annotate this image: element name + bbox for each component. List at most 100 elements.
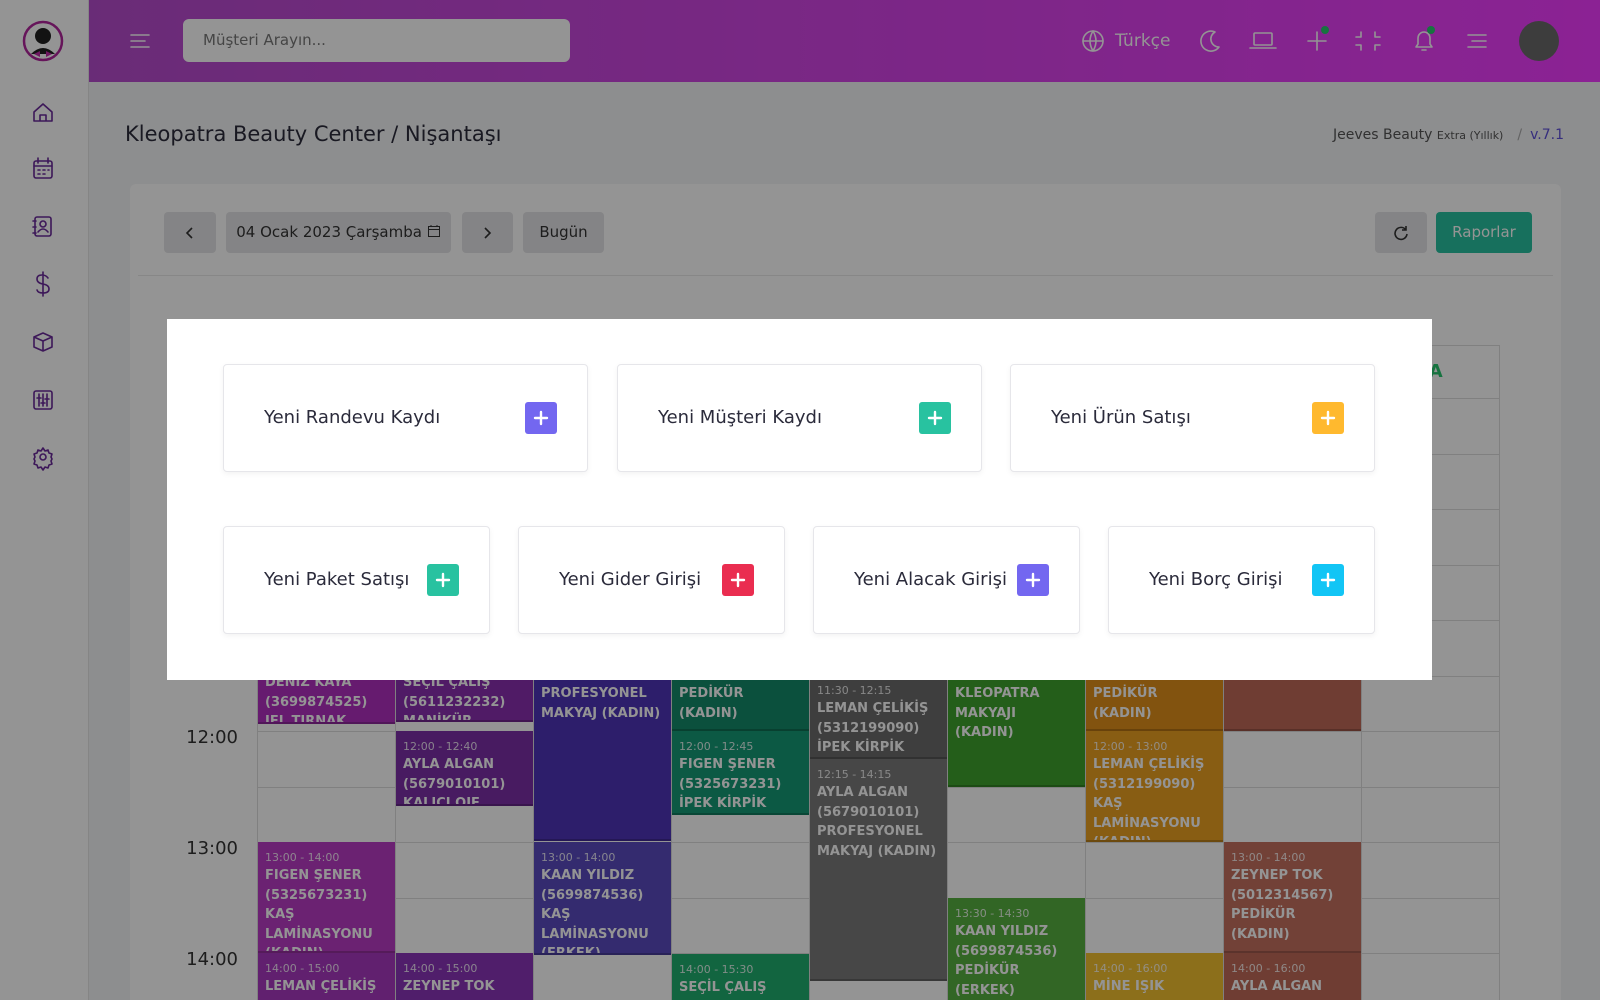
appointment-line: LEMAN ÇELİKİŞ: [265, 979, 377, 994]
action-label: Yeni Alacak Girişi: [854, 569, 1007, 590]
appointment-line: (5312199090): [1093, 776, 1196, 792]
action-plus[interactable]: [1312, 564, 1344, 596]
version[interactable]: v.7.1: [1530, 127, 1564, 143]
action-card[interactable]: Yeni Ürün Satışı: [1010, 364, 1375, 472]
appointment[interactable]: 14:00 - 16:00 MİNE IŞIK: [1086, 953, 1223, 1000]
appointment[interactable]: 13:00 - 14:00 ZEYNEP TOK (5012314567) PEDİK…: [1224, 842, 1361, 953]
appointment-line: (5699874536): [955, 943, 1058, 959]
plus-icon: [730, 572, 746, 588]
appointment-time: 14:00 - 15:00: [265, 962, 340, 975]
globe-icon[interactable]: [1082, 30, 1104, 52]
appointment[interactable]: 13:00 - 14:00 FIGEN ŞENER (5325673231) KAŞ …: [258, 842, 395, 953]
action-plus[interactable]: [427, 564, 459, 596]
appointment-line: (5312199090): [817, 720, 920, 736]
menu-toggle[interactable]: [130, 34, 150, 48]
right-menu[interactable]: [1467, 34, 1487, 48]
action-card[interactable]: Yeni Randevu Kaydı: [223, 364, 588, 472]
separator: /: [1517, 127, 1523, 143]
appointment-line: ZEYNEP TOK: [403, 979, 495, 994]
appointment-time: 14:00 - 16:00: [1231, 962, 1306, 975]
action-plus[interactable]: [722, 564, 754, 596]
prev-day[interactable]: [164, 212, 216, 253]
logo[interactable]: [22, 20, 64, 62]
appointment-time: 14:00 - 15:00: [403, 962, 478, 975]
nav-calendar[interactable]: [33, 157, 53, 179]
appointment[interactable]: 12:00 - 12:45 FIGEN ŞENER (5325673231) İPEK…: [672, 731, 809, 815]
appointment-line: KLEOPATRA MAKYAJI (KADIN): [955, 686, 1040, 740]
appointment[interactable]: 11:30 - 12:15 LEMAN ÇELİKİŞ (5312199090) İP…: [810, 675, 947, 759]
plus-icon: [927, 410, 943, 426]
appointment-line: İPEK KİRPİK: [679, 796, 767, 811]
nav-reports[interactable]: [33, 390, 53, 410]
appointment-time: 14:00 - 15:30: [679, 963, 754, 976]
appointment[interactable]: 14:00 - 15:00 ZEYNEP TOK: [396, 953, 533, 1000]
appointment-line: (5325673231): [679, 776, 782, 792]
nav-settings[interactable]: [33, 447, 53, 471]
action-plus[interactable]: [919, 402, 951, 434]
action-label: Yeni Gider Girişi: [559, 569, 702, 590]
action-card[interactable]: Yeni Borç Girişi: [1108, 526, 1375, 634]
topbar: Müşteri Arayın... Türkçe: [89, 0, 1600, 82]
appointment-line: LEMAN ÇELİKİŞ: [1093, 757, 1205, 772]
nav-contacts[interactable]: [32, 216, 52, 237]
refresh-button[interactable]: [1375, 212, 1427, 253]
appointment-line: KAŞ LAMİNASYONU (KADIN): [265, 907, 373, 951]
appointment[interactable]: 13:00 - 14:00 KAAN YILDIZ (5699874536) KAŞ …: [534, 842, 671, 955]
next-day[interactable]: [462, 212, 513, 253]
appointment-line: FIGEN ŞENER: [679, 757, 776, 772]
product: Jeeves Beauty: [1333, 127, 1433, 143]
dark-mode[interactable]: [1200, 30, 1220, 52]
appointment[interactable]: 14:00 - 15:00 LEMAN ÇELİKİŞ: [258, 953, 395, 1000]
action-card[interactable]: Yeni Alacak Girişi: [813, 526, 1080, 634]
grid-col-line: [1499, 345, 1500, 1000]
appointment-line: KAŞ LAMİNASYONU (KADIN): [1093, 796, 1201, 840]
sidebar-icons: [22, 20, 64, 471]
screen-icon[interactable]: [1249, 32, 1277, 49]
plus-icon: [533, 410, 549, 426]
appointment-line: KAAN YILDIZ: [955, 924, 1049, 939]
avatar[interactable]: [1519, 21, 1559, 61]
appointment-time: 13:00 - 14:00: [1231, 851, 1306, 864]
appointment-line: İPEK KİRPİK: [817, 740, 905, 755]
appointment-line: AYLA ALGAN: [1231, 979, 1323, 994]
appointment[interactable]: 13:30 - 14:30 KAAN YILDIZ (5699874536) PEDİ…: [948, 898, 1085, 1000]
notifications[interactable]: [1415, 26, 1435, 51]
appointment-time: 11:30 - 12:15: [817, 684, 892, 697]
appointment-line: (3699874525): [265, 694, 368, 710]
action-card[interactable]: Yeni Müşteri Kaydı: [617, 364, 982, 472]
action-card[interactable]: Yeni Paket Satışı: [223, 526, 490, 634]
nav-home[interactable]: [33, 103, 53, 122]
nav-finance[interactable]: [36, 271, 50, 297]
appointment-time: 13:30 - 14:30: [955, 907, 1030, 920]
action-label: Yeni Borç Girişi: [1149, 569, 1283, 590]
date-picker[interactable]: 04 Ocak 2023 Çarşamba: [226, 212, 451, 253]
today-button[interactable]: Bugün: [523, 212, 604, 253]
search-input[interactable]: Müşteri Arayın...: [183, 19, 570, 62]
action-card[interactable]: Yeni Gider Girişi: [518, 526, 785, 634]
appointment-line: MİNE IŞIK: [1093, 979, 1165, 994]
breadcrumb: Jeeves Beauty Extra (Yıllık) / v.7.1: [1333, 127, 1564, 143]
appointment-line: KAAN YILDIZ: [541, 868, 635, 883]
appointment[interactable]: 12:00 - 13:00 LEMAN ÇELİKİŞ (5312199090) KA…: [1086, 731, 1223, 842]
plan: Extra (Yıllık): [1436, 129, 1504, 142]
appointment[interactable]: 12:15 - 14:15 AYLA ALGAN (5679010101) PROFE…: [810, 759, 947, 981]
appointment-time: 12:15 - 14:15: [817, 768, 892, 781]
appointment[interactable]: 14:00 - 15:30 SEÇİL ÇALIŞ: [672, 954, 809, 1000]
appointment[interactable]: 12:00 - 12:40 AYLA ALGAN (5679010101) KALIC…: [396, 731, 533, 806]
plus-icon: [435, 572, 451, 588]
action-plus[interactable]: [1312, 402, 1344, 434]
action-plus[interactable]: [1017, 564, 1049, 596]
language-select[interactable]: Türkçe: [1115, 31, 1171, 51]
nav-products[interactable]: [33, 332, 53, 352]
quick-add[interactable]: [1307, 26, 1329, 51]
appointment-time: 12:00 - 12:40: [403, 740, 478, 753]
appointment[interactable]: 14:00 - 16:00 AYLA ALGAN: [1224, 953, 1361, 1000]
appointment-line: PEDİKÜR (KADIN): [1093, 686, 1158, 721]
appointment-line: KAŞ LAMİNASYONU (ERKEK): [541, 907, 649, 955]
appointment-time: 13:00 - 14:00: [541, 851, 616, 864]
fullscreen[interactable]: [1355, 31, 1381, 51]
action-plus[interactable]: [525, 402, 557, 434]
appointment-line: AYLA ALGAN: [403, 757, 495, 772]
reports-button[interactable]: Raporlar: [1436, 212, 1532, 253]
appointment-line: JEL TIRNAK: [265, 714, 347, 724]
